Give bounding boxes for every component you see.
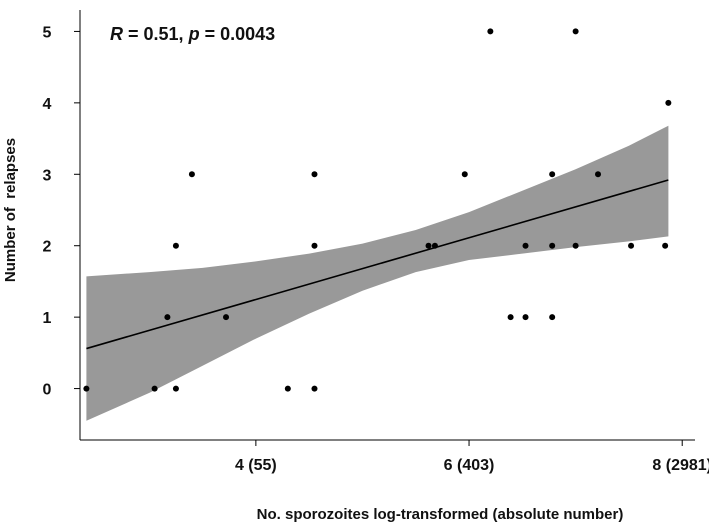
data-point — [549, 242, 556, 249]
data-point — [425, 242, 432, 249]
fit-line-layer — [86, 179, 669, 350]
data-point — [572, 28, 579, 35]
data-point — [164, 314, 171, 321]
data-point — [522, 242, 529, 249]
data-point — [628, 242, 635, 249]
x-axis-ticks: 4 (55) 6 (403) 8 (2981) — [235, 440, 709, 474]
data-point — [311, 385, 318, 392]
data-point — [665, 99, 672, 106]
data-point — [507, 314, 514, 321]
data-point — [311, 171, 318, 178]
x-axis-title: No. sporozoites log-transformed (absolut… — [257, 506, 624, 523]
y-tick-label: 3 — [43, 167, 52, 184]
data-point — [487, 28, 494, 35]
data-point — [172, 385, 179, 392]
data-point — [172, 242, 179, 249]
confidence-band-layer — [86, 125, 669, 421]
y-tick-label: 0 — [43, 382, 52, 399]
p-value: = 0.0043 — [200, 24, 276, 44]
x-tick-label: 8 (2981) — [652, 457, 709, 474]
data-point — [595, 171, 602, 178]
data-point — [431, 242, 438, 249]
y-axis-title: Number of relapses — [2, 138, 19, 282]
data-point — [188, 171, 195, 178]
x-tick-label: 4 (55) — [235, 457, 277, 474]
r-symbol: R — [110, 24, 123, 44]
data-point — [522, 314, 529, 321]
y-tick-label: 4 — [43, 96, 52, 113]
y-axis-ticks: 0 1 2 3 4 5 — [43, 24, 80, 399]
r-value: = 0.51, — [123, 24, 189, 44]
data-point — [549, 171, 556, 178]
x-tick-label: 6 (403) — [444, 457, 495, 474]
data-point — [151, 385, 158, 392]
regression-line — [86, 179, 669, 350]
data-point — [461, 171, 468, 178]
y-tick-label: 2 — [43, 239, 52, 256]
data-point — [284, 385, 291, 392]
confidence-band — [86, 125, 669, 421]
data-point — [662, 242, 669, 249]
data-points-layer — [83, 28, 672, 392]
data-point — [311, 242, 318, 249]
data-point — [549, 314, 556, 321]
p-symbol: p — [188, 24, 200, 44]
data-point — [572, 242, 579, 249]
data-point — [83, 385, 90, 392]
data-point — [223, 314, 230, 321]
y-tick-label: 5 — [43, 24, 52, 41]
correlation-annotation: R = 0.51, p = 0.0043 — [110, 24, 275, 44]
y-tick-label: 1 — [43, 310, 52, 327]
